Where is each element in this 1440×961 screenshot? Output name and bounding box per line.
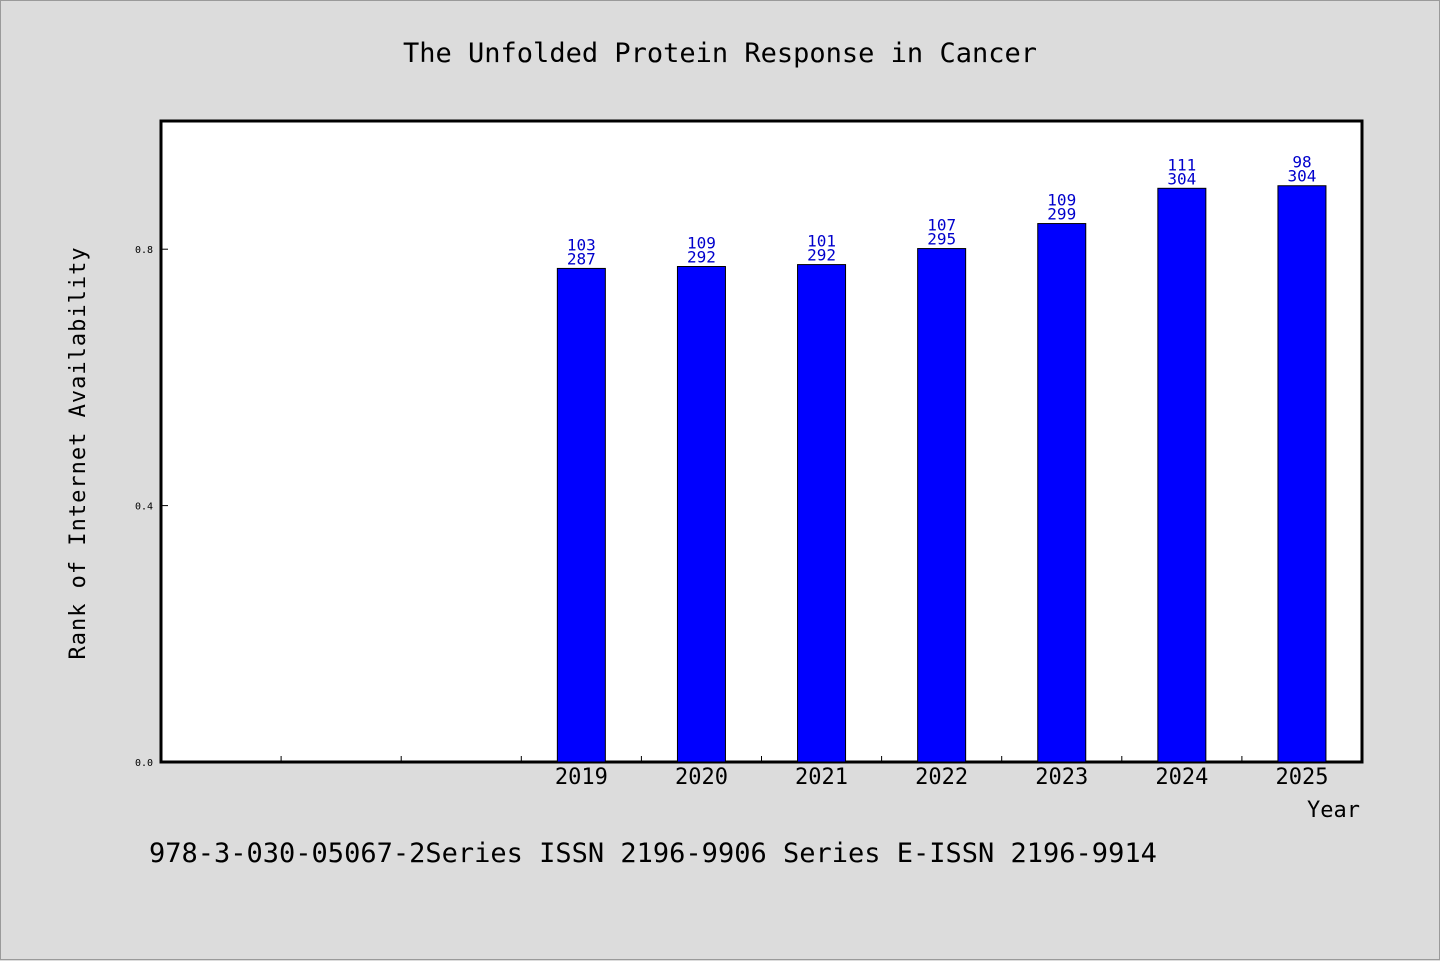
bar-2019 bbox=[556, 267, 606, 763]
bar-data-label: 292 bbox=[807, 246, 836, 265]
bar-2024 bbox=[1157, 187, 1207, 763]
bar-data-label: 295 bbox=[927, 230, 956, 249]
x-tick-label: 2019 bbox=[555, 765, 608, 790]
x-tick-label: 2021 bbox=[795, 765, 848, 790]
x-tick-label: 2024 bbox=[1155, 765, 1208, 790]
bar-data-label: 98 bbox=[1292, 153, 1311, 172]
bar-2023 bbox=[1037, 223, 1087, 763]
bar-data-label: 109 bbox=[1047, 191, 1076, 210]
bar-data-label: 103 bbox=[567, 235, 596, 254]
bar-data-label: 292 bbox=[687, 248, 716, 267]
bar-data-label: 111 bbox=[1167, 155, 1196, 174]
bar-2020 bbox=[676, 266, 726, 763]
bar-data-label: 287 bbox=[567, 249, 596, 268]
x-axis-label: Year bbox=[1307, 798, 1360, 823]
y-tick-label: 0.0 bbox=[135, 758, 153, 769]
x-tick-label: 2025 bbox=[1275, 765, 1328, 790]
bar-data-label: 299 bbox=[1047, 205, 1076, 224]
y-axis-label: Rank of Internet Availability bbox=[66, 246, 91, 659]
y-tick-label: 0.4 bbox=[135, 502, 153, 513]
bar-2025 bbox=[1277, 185, 1327, 763]
y-axis-ticks: 0.0 0.4 0.8 bbox=[135, 245, 168, 769]
bar-2021 bbox=[797, 264, 847, 763]
x-tick-label: 2023 bbox=[1035, 765, 1088, 790]
footer-text: 978-3-030-05067-2Series ISSN 2196-9906 S… bbox=[149, 838, 1157, 869]
y-tick-label: 0.8 bbox=[135, 245, 153, 256]
bar-data-label: 101 bbox=[807, 232, 836, 251]
bar-data-label: 304 bbox=[1167, 169, 1196, 188]
bar-data-label: 107 bbox=[927, 216, 956, 235]
x-tick-label: 2022 bbox=[915, 765, 968, 790]
bar-data-label: 304 bbox=[1287, 167, 1316, 186]
bar-data-label: 109 bbox=[687, 234, 716, 253]
bar-2022 bbox=[917, 248, 967, 763]
x-axis-ticks: 2019 2020 2021 2022 2023 2024 2025 bbox=[280, 756, 1328, 790]
chart-title: The Unfolded Protein Response in Cancer bbox=[403, 38, 1037, 69]
bars-group: 1032871092921012921072951092991113049830… bbox=[556, 153, 1327, 763]
x-tick-label: 2020 bbox=[675, 765, 728, 790]
